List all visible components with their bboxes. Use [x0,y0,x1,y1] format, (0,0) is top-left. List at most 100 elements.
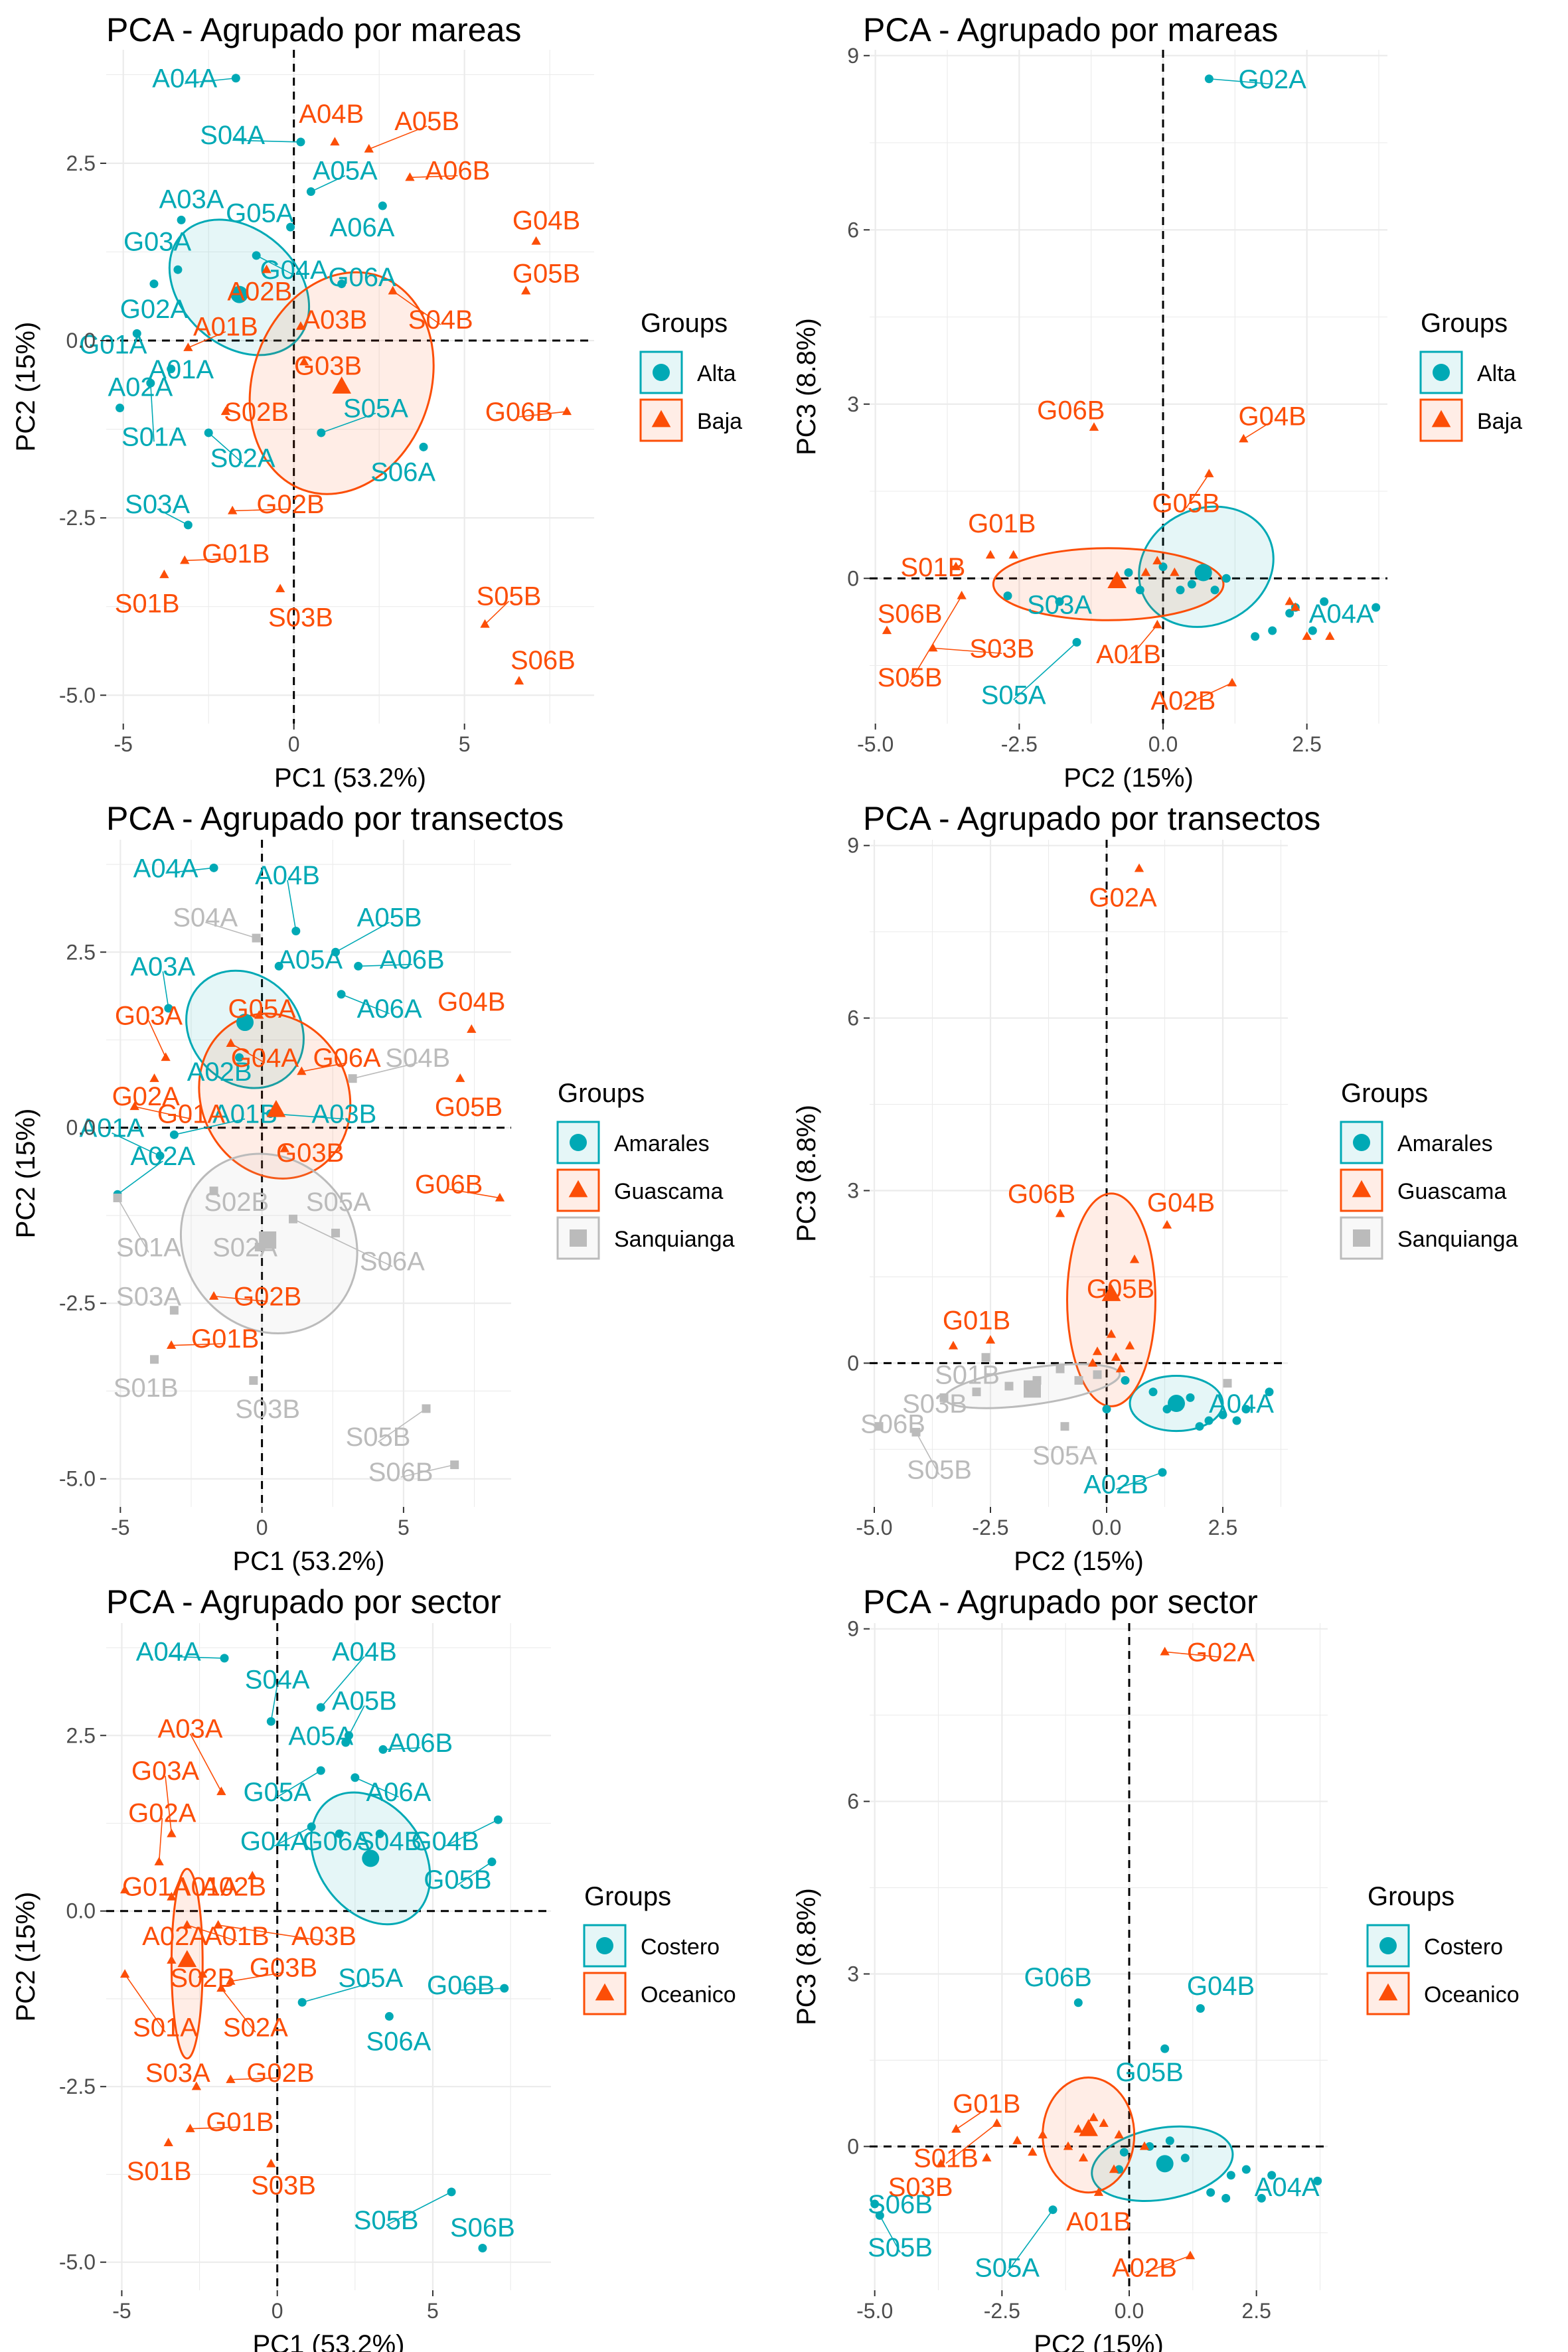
label-leader-line [518,411,567,418]
data-point [316,1766,325,1775]
legend-label: Baja [697,409,742,434]
point-label: S05A [1032,1441,1097,1470]
data-point [132,329,141,338]
point-label: A04A [1309,599,1374,629]
data-point [1170,567,1180,576]
point-label: G02A [128,1799,196,1828]
data-point [928,643,938,652]
point-label: S03B [251,2171,316,2200]
point-label: G04B [512,206,580,235]
data-point [266,2158,276,2167]
point-label: S05B [907,1456,972,1485]
chart-title: PCA - Agrupado por transectos [106,800,564,837]
label-leader-line [457,1861,493,1885]
data-point [1196,2003,1205,2013]
data-point [331,947,341,957]
point-label: S05B [346,1423,411,1452]
data-point [1195,1422,1204,1431]
data-point [1267,2171,1277,2180]
chart-title: PCA - Agrupado por sector [106,1583,501,1620]
data-point [422,1404,431,1413]
point-label: G02A [120,295,189,324]
data-point [1162,1219,1172,1229]
data-point [1186,1393,1195,1402]
point-label: A02A [130,1142,195,1171]
label-leader-line [1006,2209,1054,2273]
label-leader-line [205,921,257,939]
y-tick-label: -2.5 [59,2075,96,2098]
data-point [1291,602,1300,611]
y-tick-label: 2.5 [66,151,96,175]
data-point [1302,631,1312,640]
legend-label: Alta [1477,361,1516,386]
data-point [1055,597,1064,606]
x-axis-title: PC1 (53.2%) [233,1547,385,1576]
label-leader-line [187,1924,238,1942]
data-point [119,1969,130,1978]
data-point [262,264,272,274]
data-point [1048,2205,1058,2215]
point-label: G03A [123,227,192,256]
series-baja: A04B A05B A06B G04B G05B A02B A01B A03B S04B G03B… [115,100,580,685]
data-point [330,137,340,146]
data-point [209,1186,218,1196]
point-label: S02A [223,2013,288,2042]
point-label: S03A [125,490,190,519]
data-point [1087,1358,1098,1367]
label-leader-line [879,2215,901,2253]
point-label: A02B [1083,1470,1148,1499]
legend: Groups Amarales Guascama Sanquianga [1340,1079,1518,1260]
point-label: S03A [145,2059,210,2088]
series-alta: A04A S04A A05A A03A G05A A06A G03A G04A G06A G02A… [79,64,435,530]
point-label: S01A [116,1233,181,1263]
point-label: A03A [159,185,224,214]
data-point [231,74,240,83]
label-leader-line [1186,473,1210,509]
point-label: S03B [888,2173,953,2202]
legend-label: Oceanico [641,1982,736,2007]
data-point [1140,567,1151,576]
data-point [562,406,572,416]
point-label: A04B [255,861,320,890]
data-point [1119,2148,1129,2157]
data-point [1160,2044,1170,2053]
x-tick-label: 5 [398,1516,410,1539]
point-label: G02A [1187,1638,1255,1667]
data-point [177,215,186,224]
label-leader-line [341,993,390,1014]
data-point [936,2158,946,2167]
data-point [1148,1387,1158,1397]
data-point [1241,2165,1251,2174]
point-label: S02B [204,1188,269,1217]
label-leader-line [1182,682,1233,706]
data-point [344,1731,353,1740]
point-label: S01A [133,2013,198,2042]
legend-key-symbol [1353,1134,1370,1151]
data-point [939,1393,949,1402]
point-label: A06A [366,1778,431,1807]
data-point [1223,1379,1232,1388]
label-leader-line [214,1295,268,1302]
data-point [1158,1468,1167,1477]
legend-label: Guascama [614,1179,723,1204]
point-label: A04A [136,1637,201,1666]
label-leader-line [461,1988,505,1991]
label-leader-line [915,1431,940,1476]
group-centroid [259,1231,277,1249]
y-tick-label: 6 [847,1790,859,1814]
point-label: S02A [210,443,275,473]
label-leader-line [188,331,226,349]
legend-title: Groups [1341,1079,1428,1108]
label-leader-line [134,1106,192,1120]
data-point [119,1885,130,1894]
data-point [882,625,892,635]
label-leader-line [358,964,412,967]
point-label: G05B [1087,1275,1154,1304]
data-point [1204,469,1214,477]
point-label: G02A [112,1082,181,1111]
data-point [209,863,218,872]
point-label: G04B [1239,402,1306,431]
chart-title: PCA - Agrupado por transectos [863,800,1320,837]
point-label: G02B [246,2059,314,2088]
label-leader-line [445,1819,499,1847]
